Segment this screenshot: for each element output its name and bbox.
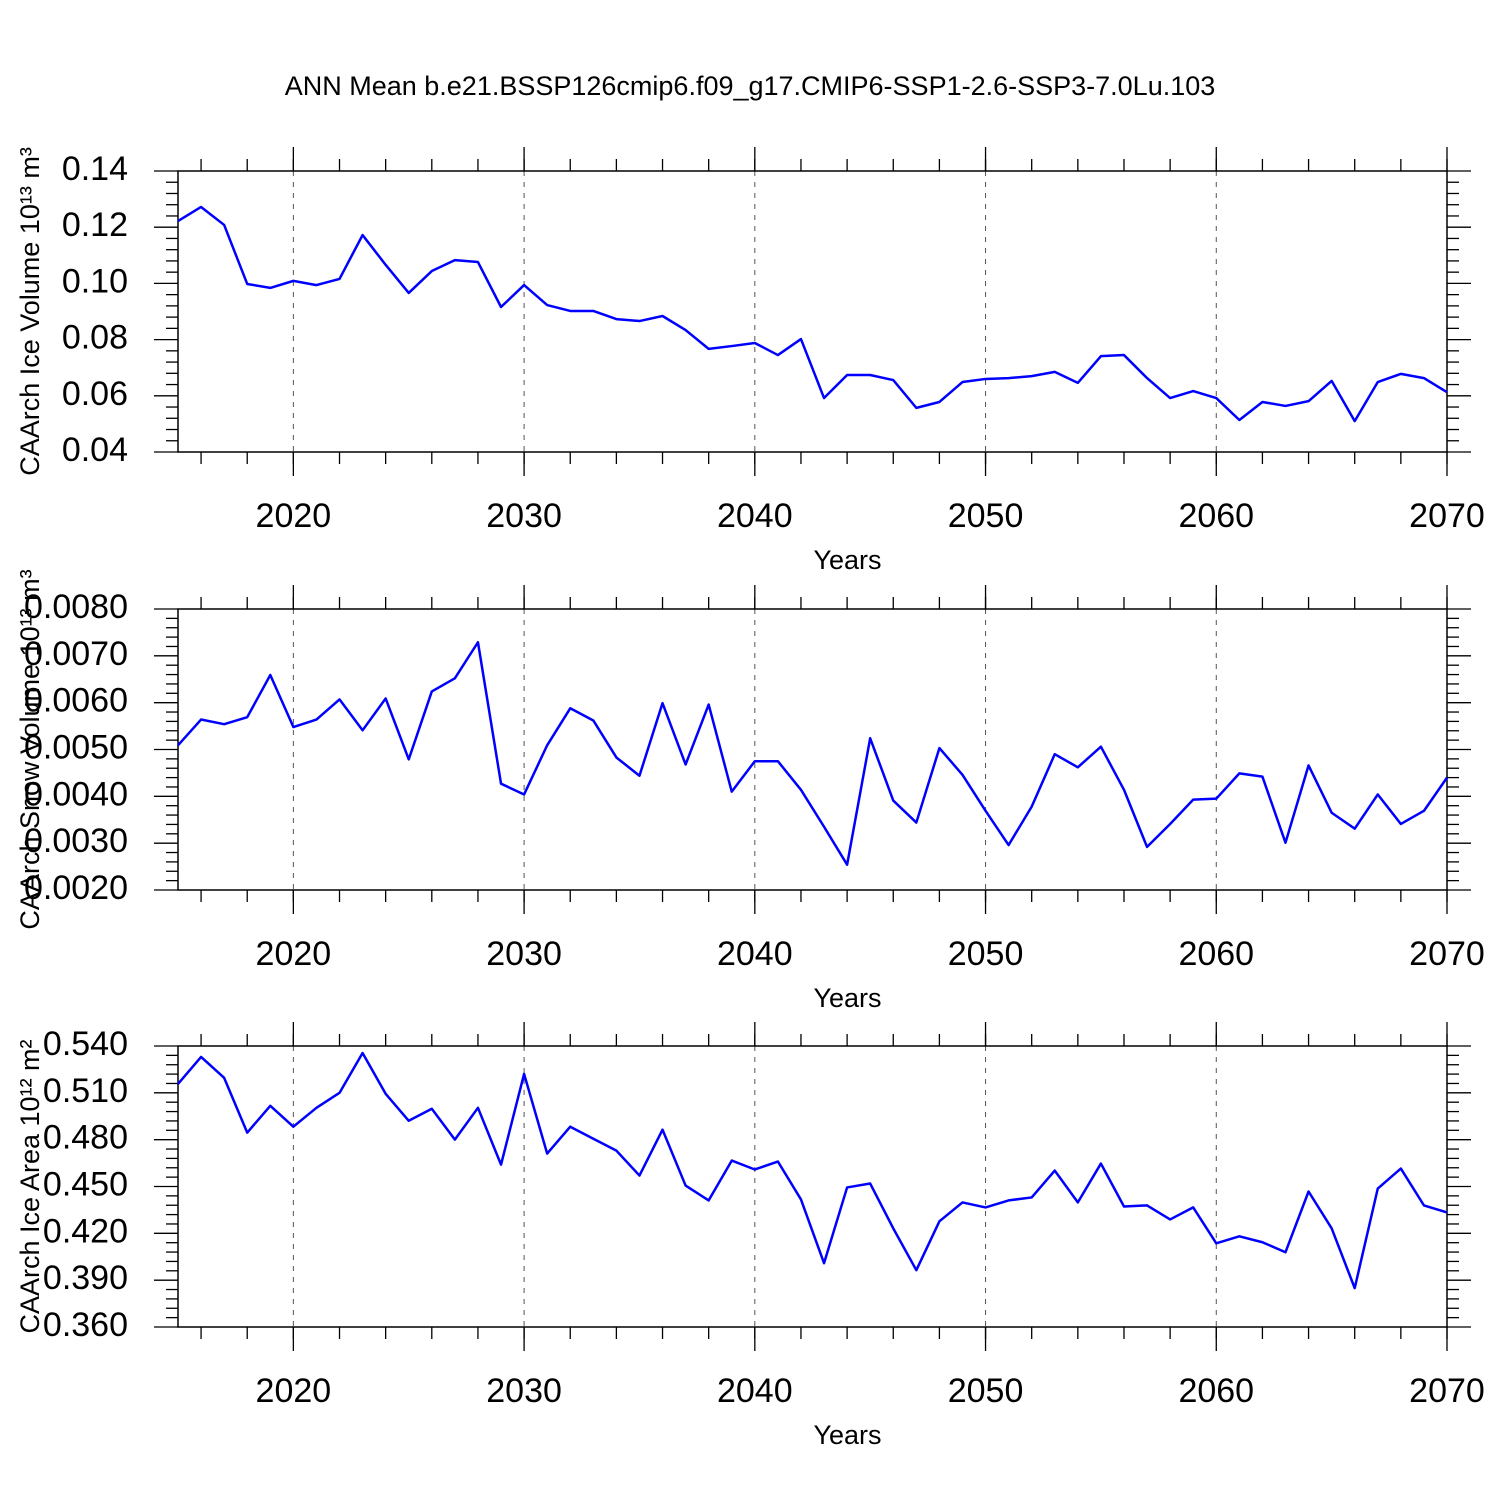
x-axis-label: Years [813, 545, 881, 575]
y-tick-label: 0.0080 [24, 588, 128, 626]
x-axis-label: Years [813, 983, 881, 1013]
x-tick-label: 2070 [1409, 497, 1485, 535]
y-tick-label: 0.0030 [24, 822, 128, 860]
y-tick-label: 0.12 [62, 206, 128, 244]
x-axis-label: Years [813, 1420, 881, 1450]
x-tick-label: 2050 [948, 935, 1024, 973]
plot-frame [177, 170, 1448, 453]
y-tick-label: 0.10 [62, 262, 128, 300]
x-tick-label: 2020 [256, 1372, 332, 1410]
y-tick-label: 0.0040 [24, 775, 128, 813]
y-tick-label: 0.420 [43, 1212, 128, 1250]
y-tick-label: 0.06 [62, 375, 128, 413]
y-tick-label: 0.0060 [24, 682, 128, 720]
x-tick-label: 2050 [948, 497, 1024, 535]
data-line [177, 1051, 1448, 1290]
y-tick-label: 0.0070 [24, 635, 128, 673]
x-tick-label: 2040 [717, 935, 793, 973]
y-axis-label: CAArch Ice Volume 10¹³ m³ [15, 147, 45, 476]
y-tick-label: 0.0050 [24, 728, 128, 766]
x-tick-label: 2070 [1409, 1372, 1485, 1410]
y-tick-label: 0.390 [43, 1259, 128, 1297]
y-tick-label: 0.0020 [24, 869, 128, 907]
y-tick-label: 0.360 [43, 1306, 128, 1344]
y-tick-label: 0.04 [62, 431, 128, 469]
y-axis-label: CAArch Snow Volume 10¹³ m³ [15, 569, 45, 929]
data-line [177, 641, 1449, 866]
x-tick-label: 2050 [948, 1372, 1024, 1410]
data-line [177, 205, 1448, 423]
y-tick-label: 0.14 [62, 150, 128, 188]
x-tick-label: 2020 [256, 497, 332, 535]
y-tick-label: 0.08 [62, 319, 128, 357]
plot-frame [177, 1045, 1448, 1328]
y-tick-label: 0.540 [43, 1025, 128, 1063]
x-tick-label: 2070 [1409, 935, 1485, 973]
x-tick-label: 2030 [486, 935, 562, 973]
plot-frame [177, 608, 1448, 891]
chart-title: ANN Mean b.e21.BSSP126cmip6.f09_g17.CMIP… [285, 71, 1216, 101]
y-axis-label: CAArch Ice Area 10¹² m² [15, 1039, 45, 1333]
y-tick-label: 0.510 [43, 1072, 128, 1110]
x-tick-label: 2030 [486, 497, 562, 535]
x-tick-label: 2030 [486, 1372, 562, 1410]
x-tick-label: 2040 [717, 497, 793, 535]
y-tick-label: 0.480 [43, 1119, 128, 1157]
x-tick-label: 2020 [256, 935, 332, 973]
x-tick-label: 2060 [1178, 935, 1254, 973]
x-tick-label: 2060 [1178, 1372, 1254, 1410]
y-tick-label: 0.450 [43, 1165, 128, 1203]
x-tick-label: 2040 [717, 1372, 793, 1410]
x-tick-label: 2060 [1178, 497, 1254, 535]
